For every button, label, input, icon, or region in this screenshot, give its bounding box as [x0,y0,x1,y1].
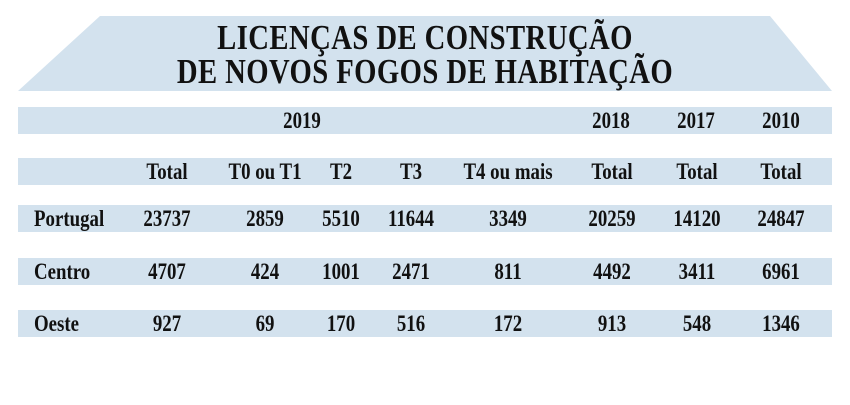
column-header: Total [591,159,633,184]
row-band-centro [18,258,832,285]
title-line-1: LICENÇAS DE CONSTRUÇÃO [217,18,633,57]
table-cell: 3411 [678,259,716,284]
column-header: T4 ou mais [463,159,553,184]
column-header-band [18,158,832,185]
column-header: Total [676,159,718,184]
table-cell: 913 [597,311,627,336]
table-cell: 424 [250,259,280,284]
year-header-2019: 2019 [283,108,321,133]
row-label: Oeste [34,311,80,336]
table-cell: 20259 [588,206,636,231]
table-cell: 4707 [148,259,186,284]
table-cell: 5510 [322,206,360,231]
table-cell: 170 [326,311,356,336]
column-header: T2 [329,159,353,184]
title-banner [18,16,832,91]
table-cell: 14120 [673,206,721,231]
table-cell: 24847 [757,206,805,231]
table-cell: 927 [152,311,182,336]
row-label: Portugal [34,206,105,231]
table-cell: 811 [494,259,522,284]
table-cell: 1001 [322,259,360,284]
column-header: Total [760,159,802,184]
year-header-band [18,107,832,134]
table-cell: 23737 [143,206,191,231]
table-cell: 1346 [762,311,800,336]
year-header-2010: 2010 [762,108,800,133]
row-band-oeste [18,310,832,337]
table-cell: 4492 [593,259,631,284]
column-header: Total [146,159,188,184]
table-cell: 11644 [387,206,435,231]
table-cell: 548 [682,311,712,336]
row-label: Centro [34,259,91,284]
year-header-2017: 2017 [677,108,715,133]
column-header: T0 ou T1 [228,159,302,184]
title-line-2: DE NOVOS FOGOS DE HABITAÇÃO [176,52,674,91]
table-cell: 2471 [392,259,430,284]
year-header-2018: 2018 [592,108,630,133]
table-cell: 516 [396,311,426,336]
row-band-portugal [18,205,832,232]
table-cell: 69 [255,311,275,336]
column-header: T3 [399,159,423,184]
table-cell: 2859 [246,206,284,231]
table-cell: 6961 [762,259,800,284]
table-cell: 172 [493,311,523,336]
title-trapezoid [18,16,832,91]
table-cell: 3349 [489,206,527,231]
